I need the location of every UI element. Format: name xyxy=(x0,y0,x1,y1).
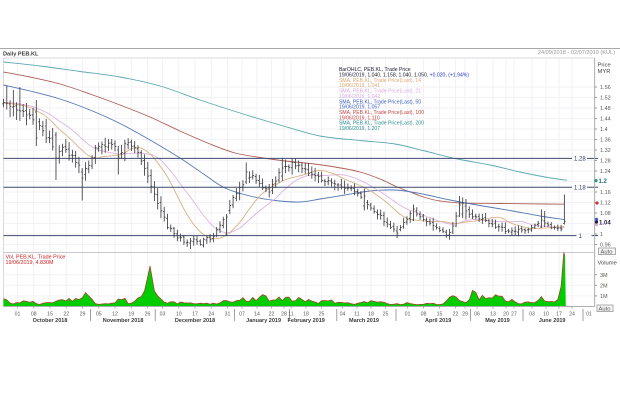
svg-text:19: 19 xyxy=(128,312,134,318)
svg-text:28: 28 xyxy=(281,312,287,318)
svg-text:01: 01 xyxy=(15,312,21,318)
svg-text:18: 18 xyxy=(303,312,309,318)
svg-text:20: 20 xyxy=(503,312,509,318)
svg-text:01: 01 xyxy=(586,312,592,318)
svg-text:03: 03 xyxy=(529,312,535,318)
svg-text:1.04: 1.04 xyxy=(599,221,611,227)
svg-text:29: 29 xyxy=(80,312,86,318)
svg-text:19/06/2019, 4.830M: 19/06/2019, 4.830M xyxy=(6,260,54,266)
svg-text:1.28: 1.28 xyxy=(574,157,586,163)
svg-text:19/06/2019, 1.110: 19/06/2019, 1.110 xyxy=(339,115,380,121)
svg-text:1.12: 1.12 xyxy=(600,201,611,207)
svg-text:25: 25 xyxy=(319,312,325,318)
svg-text:29: 29 xyxy=(462,312,468,318)
svg-text:15: 15 xyxy=(437,312,443,318)
svg-text:15: 15 xyxy=(47,312,53,318)
svg-text:19/06/2019, 1.207: 19/06/2019, 1.207 xyxy=(339,126,380,132)
svg-text:2M: 2M xyxy=(600,283,608,289)
svg-text:March 2019: March 2019 xyxy=(349,318,379,324)
svg-text:24: 24 xyxy=(569,312,575,318)
svg-text:1.18: 1.18 xyxy=(574,185,586,191)
svg-text:17: 17 xyxy=(556,312,562,318)
svg-text:October 2018: October 2018 xyxy=(33,318,68,324)
svg-text:10: 10 xyxy=(176,312,182,318)
svg-text:1.4: 1.4 xyxy=(600,127,608,133)
svg-text:07: 07 xyxy=(239,312,245,318)
svg-text:SMA, PEB.KL, Trade Price(Last): SMA, PEB.KL, Trade Price(Last), 14 xyxy=(339,78,421,84)
svg-text:08: 08 xyxy=(31,312,37,318)
svg-text:1.2: 1.2 xyxy=(599,179,608,185)
svg-text:December 2018: December 2018 xyxy=(175,318,215,324)
svg-text:BarOHLC, PEB.KL, Trade Price: BarOHLC, PEB.KL, Trade Price xyxy=(339,67,411,73)
svg-text:0.96: 0.96 xyxy=(600,243,611,249)
svg-text:SMA, PEB.KL, Trade Price(Last): SMA, PEB.KL, Trade Price(Last), 50 xyxy=(339,99,421,105)
svg-text:22: 22 xyxy=(269,312,275,318)
svg-text:27: 27 xyxy=(511,312,517,318)
svg-text:06: 06 xyxy=(474,312,480,318)
svg-text:1.24: 1.24 xyxy=(600,169,611,175)
svg-text:Daily PEB.KL: Daily PEB.KL xyxy=(3,52,39,58)
svg-text:1.44: 1.44 xyxy=(600,117,611,123)
svg-text:13: 13 xyxy=(490,312,496,318)
svg-text:1.32: 1.32 xyxy=(600,148,611,154)
svg-text:19/06/2019, 1.040, 1.158, 1.04: 19/06/2019, 1.040, 1.158, 1.040, 1.050, … xyxy=(339,73,469,79)
svg-text:1.36: 1.36 xyxy=(600,138,611,144)
svg-text:Auto: Auto xyxy=(601,250,613,256)
svg-text:1M: 1M xyxy=(600,294,608,300)
svg-text:1.56: 1.56 xyxy=(600,85,611,91)
svg-text:18: 18 xyxy=(368,312,374,318)
svg-text:19/06/2019, 1.057: 19/06/2019, 1.057 xyxy=(339,105,380,111)
svg-text:SMA, PEB.KL, Trade Price(Last): SMA, PEB.KL, Trade Price(Last), 21 xyxy=(339,89,421,95)
svg-text:12: 12 xyxy=(112,312,118,318)
svg-text:11: 11 xyxy=(354,312,359,318)
svg-text:26: 26 xyxy=(145,312,151,318)
svg-text:1.28: 1.28 xyxy=(600,159,611,165)
svg-text:1: 1 xyxy=(600,232,603,238)
svg-text:1.08: 1.08 xyxy=(600,211,611,217)
svg-text:SMA, PEB.KL, Trade Price(Last): SMA, PEB.KL, Trade Price(Last), 200 xyxy=(339,121,424,127)
svg-text:19/06/2019, 1.042: 19/06/2019, 1.042 xyxy=(339,94,380,100)
svg-text:SMA, PEB.KL, Trade Price(Last): SMA, PEB.KL, Trade Price(Last), 100 xyxy=(339,110,424,116)
svg-text:22: 22 xyxy=(453,312,459,318)
svg-text:10: 10 xyxy=(543,312,549,318)
svg-text:04: 04 xyxy=(340,312,346,318)
svg-text:08: 08 xyxy=(421,312,427,318)
svg-text:14: 14 xyxy=(254,312,260,318)
svg-text:June 2019: June 2019 xyxy=(539,318,566,324)
svg-text:Auto: Auto xyxy=(599,307,611,313)
svg-text:April 2019: April 2019 xyxy=(425,318,451,324)
svg-text:22: 22 xyxy=(63,312,69,318)
svg-text:11: 11 xyxy=(288,312,293,318)
svg-text:May 2019: May 2019 xyxy=(485,318,509,324)
svg-text:November 2018: November 2018 xyxy=(103,318,144,324)
svg-text:24: 24 xyxy=(208,312,214,318)
svg-text:01: 01 xyxy=(405,312,411,318)
svg-text:17: 17 xyxy=(192,312,198,318)
svg-text:January 2019: January 2019 xyxy=(246,318,281,324)
svg-text:24/09/2018 - 02/07/2019 (KUL): 24/09/2018 - 02/07/2019 (KUL) xyxy=(538,50,615,56)
svg-text:February 2019: February 2019 xyxy=(288,318,325,324)
svg-text:1: 1 xyxy=(579,234,583,240)
svg-text:05: 05 xyxy=(96,312,102,318)
svg-text:Volume: Volume xyxy=(598,261,617,267)
svg-text:19/06/2019, 1.041: 19/06/2019, 1.041 xyxy=(339,83,380,89)
svg-text:1.52: 1.52 xyxy=(600,96,611,102)
svg-text:1.48: 1.48 xyxy=(600,106,611,112)
svg-text:Vol, PEB.KL, Trade Price: Vol, PEB.KL, Trade Price xyxy=(6,255,66,261)
svg-text:MYR: MYR xyxy=(598,69,611,75)
svg-text:31: 31 xyxy=(225,312,231,318)
svg-text:03: 03 xyxy=(160,312,166,318)
svg-text:Price: Price xyxy=(598,63,611,69)
svg-text:25: 25 xyxy=(383,312,389,318)
svg-text:3M: 3M xyxy=(600,273,608,279)
svg-text:1.16: 1.16 xyxy=(600,190,611,196)
